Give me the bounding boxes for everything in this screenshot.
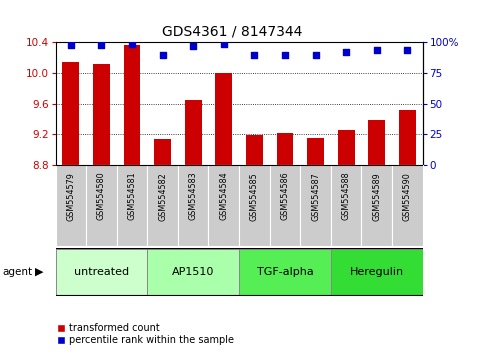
Bar <box>307 138 324 165</box>
Text: GSM554585: GSM554585 <box>250 172 259 221</box>
Bar <box>209 165 239 246</box>
Point <box>373 47 381 53</box>
Point <box>128 41 136 46</box>
Text: Heregulin: Heregulin <box>350 267 404 277</box>
Bar <box>331 249 423 295</box>
Point <box>342 50 350 55</box>
Text: GSM554587: GSM554587 <box>311 172 320 221</box>
Point <box>189 43 197 49</box>
Bar <box>300 165 331 246</box>
Bar <box>392 165 423 246</box>
Bar <box>147 165 178 246</box>
Bar <box>117 165 147 246</box>
Bar <box>369 120 385 165</box>
Bar <box>215 73 232 165</box>
Bar <box>246 135 263 165</box>
Point <box>251 52 258 58</box>
Text: ▶: ▶ <box>35 267 44 277</box>
Legend: transformed count, percentile rank within the sample: transformed count, percentile rank withi… <box>53 319 238 349</box>
Text: GSM554586: GSM554586 <box>281 172 289 221</box>
Point <box>220 41 227 46</box>
Bar <box>62 62 79 165</box>
Text: GSM554580: GSM554580 <box>97 172 106 221</box>
Bar <box>178 165 209 246</box>
Bar <box>239 249 331 295</box>
Text: TGF-alpha: TGF-alpha <box>256 267 313 277</box>
Point <box>403 47 411 53</box>
Bar <box>86 165 117 246</box>
Text: GDS4361 / 8147344: GDS4361 / 8147344 <box>162 25 302 39</box>
Bar <box>124 45 141 165</box>
Text: GSM554583: GSM554583 <box>189 172 198 221</box>
Text: AP1510: AP1510 <box>172 267 214 277</box>
Point <box>312 52 319 58</box>
Point <box>281 52 289 58</box>
Text: GSM554581: GSM554581 <box>128 172 137 221</box>
Point <box>98 42 105 48</box>
Bar <box>270 165 300 246</box>
Text: GSM554590: GSM554590 <box>403 172 412 221</box>
Text: agent: agent <box>2 267 32 277</box>
Text: GSM554582: GSM554582 <box>158 172 167 221</box>
Text: GSM554589: GSM554589 <box>372 172 381 221</box>
Text: GSM554588: GSM554588 <box>341 172 351 221</box>
Bar <box>93 64 110 165</box>
Text: untreated: untreated <box>74 267 129 277</box>
Text: GSM554584: GSM554584 <box>219 172 228 221</box>
Bar <box>331 165 361 246</box>
Bar <box>361 165 392 246</box>
Bar <box>239 165 270 246</box>
Bar <box>56 249 147 295</box>
Bar <box>147 249 239 295</box>
Bar <box>185 100 201 165</box>
Bar <box>56 165 86 246</box>
Bar <box>277 133 293 165</box>
Bar <box>338 130 355 165</box>
Point <box>159 52 167 58</box>
Text: GSM554579: GSM554579 <box>66 172 75 221</box>
Point <box>67 42 75 48</box>
Bar <box>154 139 171 165</box>
Bar <box>399 110 416 165</box>
